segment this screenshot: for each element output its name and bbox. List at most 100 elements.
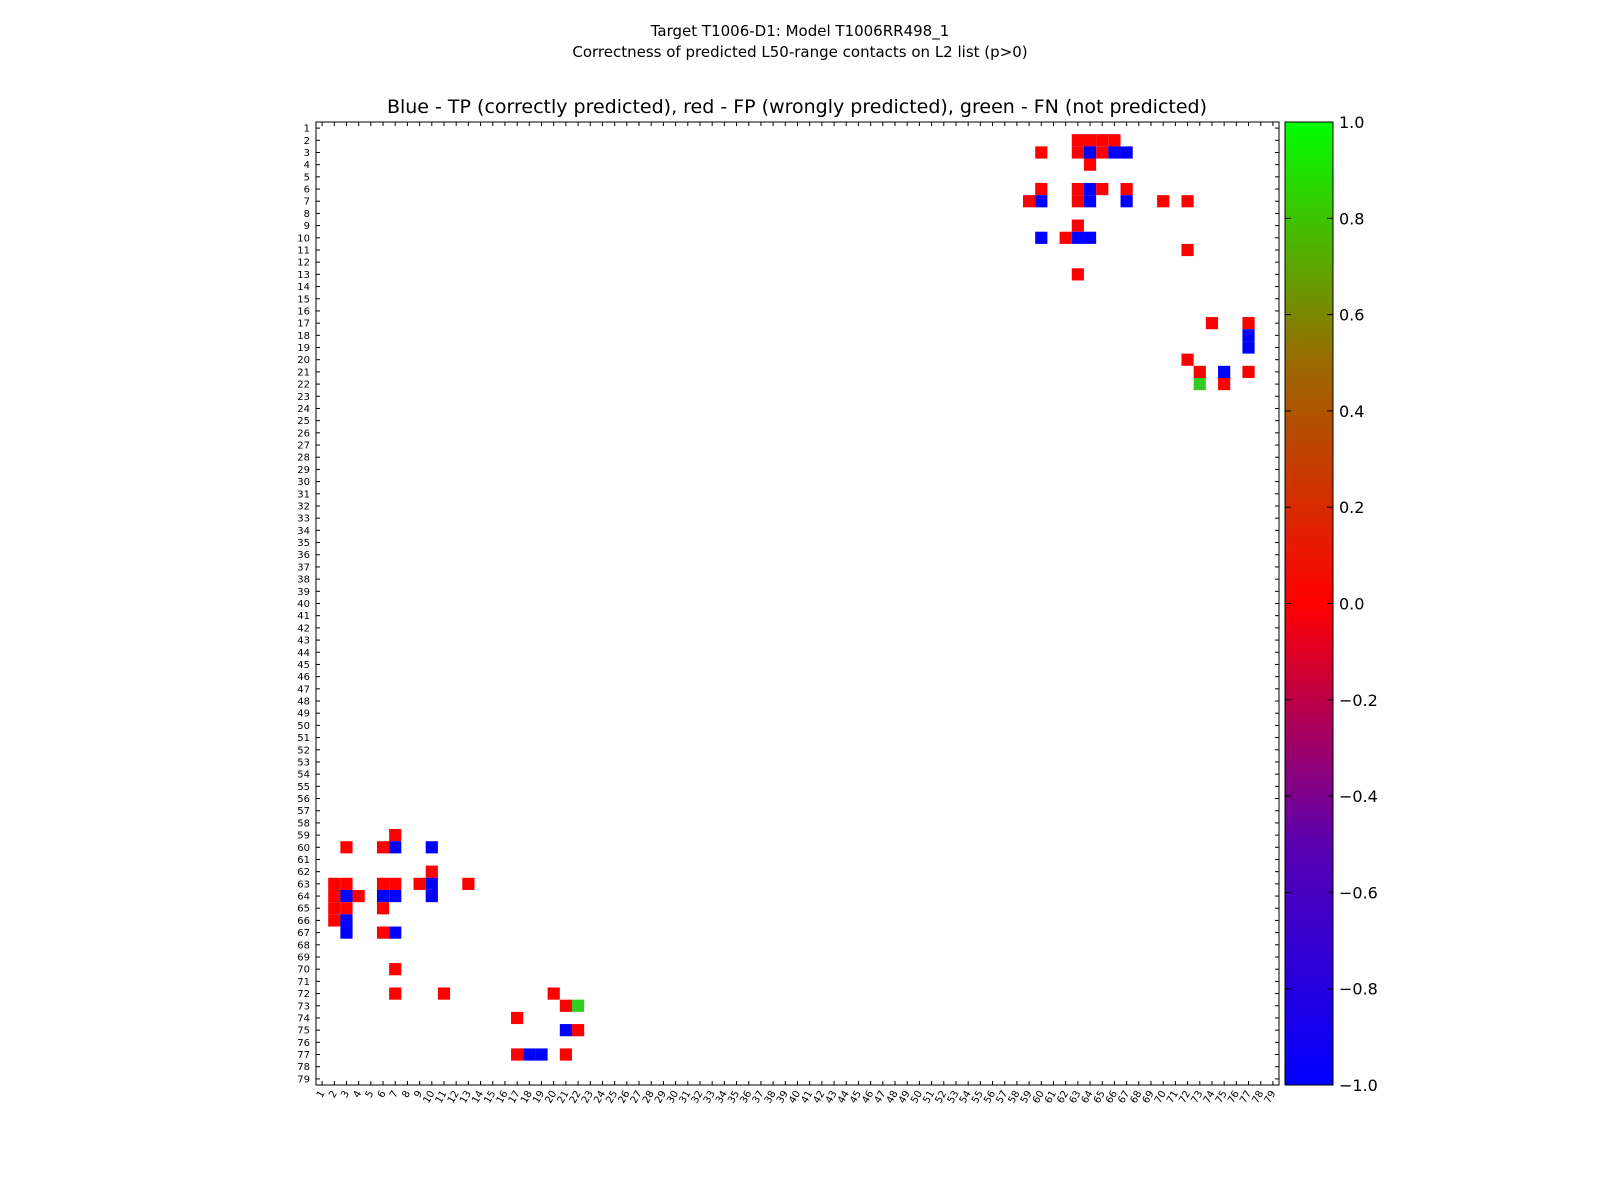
- cell-fp-r63-c6: [376, 877, 390, 890]
- colorbar-tick-label: 0.2: [1339, 498, 1364, 517]
- y-tick-label: 38: [297, 575, 310, 586]
- cell-tp-r63-c10: [425, 877, 438, 890]
- x-tick-label: 2: [327, 1089, 340, 1100]
- cell-fp-r72-c11: [437, 987, 451, 1000]
- cell-fp-r2-c63: [1071, 134, 1084, 147]
- cell-fp-r60-c6: [376, 841, 390, 854]
- y-tick-label: 16: [297, 306, 310, 317]
- y-tick-label: 17: [297, 319, 310, 330]
- y-tick-label: 64: [297, 892, 310, 903]
- colorbar-tick-label: −0.8: [1339, 980, 1378, 999]
- cell-fp-r72-c7: [389, 987, 402, 1000]
- cell-fp-r17-c77: [1242, 317, 1255, 330]
- y-tick-label: 19: [297, 343, 310, 354]
- cell-fp-r4-c64: [1083, 158, 1097, 171]
- cell-tp-r77-c18: [523, 1048, 536, 1061]
- y-tick-label: 42: [297, 623, 310, 634]
- cell-tp-r66-c3: [340, 914, 353, 927]
- cell-fp-r77-c17: [511, 1048, 524, 1061]
- y-tick-label: 78: [297, 1062, 310, 1073]
- y-tick-label: 23: [297, 392, 310, 403]
- y-tick-label: 15: [297, 294, 310, 305]
- y-tick-label: 60: [297, 843, 310, 854]
- cell-fp-r2-c66: [1108, 134, 1121, 147]
- colorbar-tick-label: 0.8: [1339, 209, 1364, 228]
- cell-tp-r3-c66: [1108, 146, 1121, 159]
- y-tick-label: 5: [304, 172, 310, 183]
- y-tick-label: 39: [297, 587, 310, 598]
- colorbar-tick-label: −0.6: [1339, 883, 1378, 902]
- cell-fp-r13-c63: [1071, 268, 1084, 281]
- y-tick-label: 67: [297, 928, 310, 939]
- x-tick-label: 8: [400, 1089, 413, 1100]
- colorbar-tick-label: 0.6: [1339, 306, 1364, 325]
- cell-fp-r65-c2: [328, 902, 341, 915]
- y-tick-label: 9: [304, 221, 310, 232]
- colorbar-tick-label: 1.0: [1339, 113, 1364, 132]
- cell-fp-r11-c72: [1181, 243, 1194, 257]
- y-tick-label: 12: [297, 258, 310, 269]
- cell-tp-r7-c64: [1083, 195, 1097, 208]
- cell-fp-r6-c65: [1096, 182, 1109, 196]
- cell-fp-r7-c70: [1157, 195, 1170, 208]
- y-tick-label: 14: [297, 282, 310, 293]
- cell-tp-r64-c7: [389, 889, 402, 903]
- colorbar-tick-label: 0.0: [1339, 595, 1364, 614]
- y-tick-label: 45: [297, 660, 310, 671]
- cell-tp-r10-c63: [1071, 231, 1084, 244]
- cell-fp-r63-c7: [389, 877, 402, 890]
- cell-fp-r63-c3: [340, 877, 353, 890]
- y-tick-label: 73: [297, 1001, 310, 1012]
- cell-fp-r6-c67: [1120, 182, 1133, 196]
- y-tick-label: 8: [304, 209, 310, 220]
- figure-title-line2: Correctness of predicted L50-range conta…: [572, 43, 1028, 61]
- y-tick-label: 55: [297, 782, 310, 793]
- cell-fp-r65-c6: [376, 902, 390, 915]
- y-tick-label: 13: [297, 270, 310, 281]
- cell-tp-r77-c19: [535, 1048, 548, 1061]
- cell-tp-r10-c60: [1035, 231, 1048, 244]
- y-tick-label: 28: [297, 453, 310, 464]
- y-tick-label: 52: [297, 745, 310, 756]
- y-tick-label: 4: [304, 160, 310, 171]
- y-tick-label: 54: [297, 770, 310, 781]
- colorbar-tick-label: 0.4: [1339, 402, 1364, 421]
- cell-tp-r75-c21: [559, 1024, 572, 1037]
- y-tick-label: 57: [297, 806, 310, 817]
- y-tick-label: 48: [297, 697, 310, 708]
- cell-fp-r74-c17: [511, 1011, 524, 1025]
- figure-title-line1: Target T1006-D1: Model T1006RR498_1: [650, 22, 950, 40]
- y-axis-ticks: 1234567891011121314151617181920212223242…: [297, 124, 1279, 1085]
- cell-fp-r2-c64: [1083, 134, 1097, 147]
- cell-fp-r6-c63: [1071, 182, 1084, 196]
- y-tick-label: 50: [297, 721, 310, 732]
- cell-tp-r60-c7: [389, 841, 402, 854]
- cell-fp-r7-c63: [1071, 195, 1084, 208]
- y-tick-label: 3: [304, 148, 310, 159]
- y-tick-label: 20: [297, 355, 310, 366]
- cell-fp-r21-c77: [1242, 365, 1255, 378]
- cell-fp-r64-c4: [352, 889, 365, 903]
- y-tick-label: 65: [297, 904, 310, 915]
- cell-fp-r3-c60: [1035, 146, 1048, 159]
- y-tick-label: 31: [297, 489, 310, 500]
- y-tick-label: 51: [297, 733, 310, 744]
- cell-fp-r20-c72: [1181, 353, 1194, 366]
- x-tick-label: 9: [412, 1089, 425, 1100]
- cell-fp-r7-c72: [1181, 195, 1194, 208]
- y-tick-label: 26: [297, 428, 310, 439]
- heatmap-cells: [328, 134, 1255, 1061]
- cell-fp-r21-c73: [1193, 365, 1206, 378]
- cell-fp-r17-c74: [1205, 317, 1219, 330]
- cell-tp-r7-c60: [1035, 195, 1048, 208]
- x-tick-label: 3: [339, 1089, 352, 1100]
- y-tick-label: 43: [297, 636, 310, 647]
- cell-fp-r6-c60: [1035, 182, 1048, 196]
- y-tick-label: 49: [297, 709, 310, 720]
- x-axis-ticks: 1 2 3 4 5 6 7 8 91011121314151617181920212223242…: [315, 122, 1279, 1106]
- cell-fp-r3-c65: [1096, 146, 1109, 159]
- y-tick-label: 70: [297, 965, 310, 976]
- cell-fp-r64-c2: [328, 889, 341, 903]
- cell-fp-r62-c10: [425, 865, 438, 878]
